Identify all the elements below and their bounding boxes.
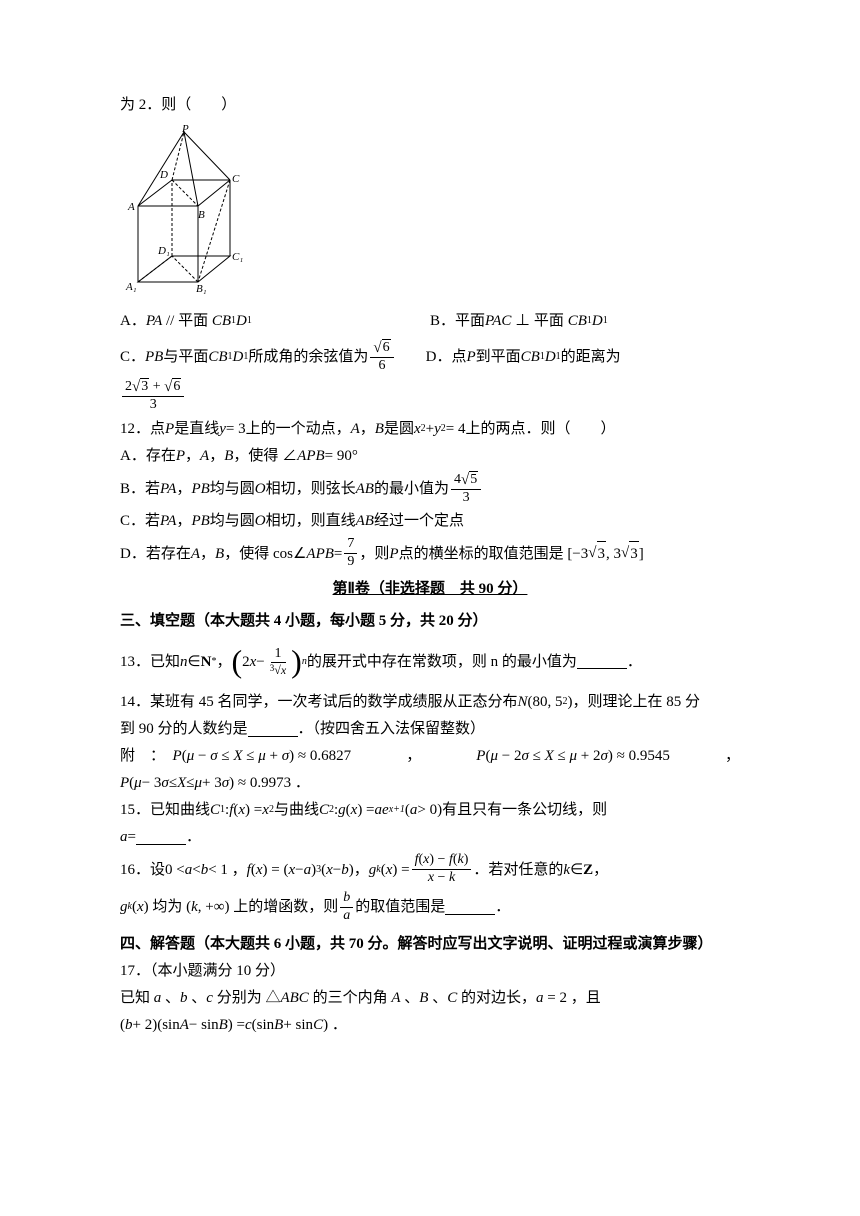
q14-line2: 到 90 分的人数约是 ．（按四舍五入法保留整数）: [120, 717, 740, 741]
q11-optC: C． PB 与平面 CB1D1 所成角的余弦值为 66 D．点 P 到平面 CB…: [120, 339, 740, 375]
svg-text:D: D: [159, 169, 168, 181]
q17-line1: 已知 a 、b 、c 分别为 △ABC 的三个内角 A 、B 、C 的对边长，a…: [120, 986, 740, 1010]
q16-line1: 16．设 0 < a < b < 1 ，f(x) = (x − a)3(x − …: [120, 852, 740, 887]
q15-line2: a = ．: [120, 825, 740, 849]
q13: 13．已知 n ∈ N* ， ( 2x − 13√x )n 的展开式中存在常数项…: [120, 636, 740, 687]
q11-optB-pre: B．平面: [430, 309, 485, 333]
q11-opts-ab: A． PA // 平面 CB1D1 B．平面 PAC ⊥ 平面 CB1D1: [120, 306, 740, 336]
q11-optA-pre: A．: [120, 309, 146, 333]
q12-optA: A．存在 P ，A ，B ，使得 ∠APB = 90°: [120, 444, 740, 468]
sec4-title: 四、解答题（本大题共 6 小题，共 70 分。解答时应写出文字说明、证明过程或演…: [120, 932, 740, 956]
q12-stem: 12．点 P 是直线 y = 3 上的一个动点，A ，B 是圆 x2 + y2 …: [120, 417, 740, 441]
q15-line1: 15．已知曲线 C1 : f(x) = x2 与曲线 C2 : g(x) = a…: [120, 798, 740, 822]
sec3-title: 三、填空题（本大题共 4 小题，每小题 5 分，共 20 分）: [120, 609, 740, 633]
svg-text:C: C: [232, 173, 240, 185]
part2-title: 第Ⅱ卷（非选择题 共 90 分）: [120, 577, 740, 601]
q12-optD: D．若存在 A ，B ，使得 cos∠APB = 79 ，则 P 点的横坐标的取…: [120, 536, 740, 571]
q15-blank: [136, 830, 186, 845]
q14-blank: [248, 722, 298, 737]
q11-diagram: P A B C D A₁ B₁ C₁ D₁: [120, 124, 260, 294]
q14-line1: 14．某班有 45 名同学，一次考试后的数学成绩服从正态分布 N(80, 52)…: [120, 690, 740, 714]
q12-optC: C．若 PA ，PB 均与圆 O 相切，则直线 AB 经过一个定点: [120, 509, 740, 533]
q11-optD-val: 23 + 63: [120, 378, 740, 414]
svg-text:D₁: D₁: [157, 245, 170, 257]
q11-intro: 为 2．则（ ）: [120, 93, 740, 117]
q11-optA: PA: [146, 309, 162, 333]
q11-optD-pre: D．点: [426, 345, 467, 369]
q12-optB: B．若 PA ，PB 均与圆 O 相切，则弦长 AB 的最小值为 453: [120, 471, 740, 507]
q16-blank: [445, 900, 495, 915]
svg-text:C₁: C₁: [232, 251, 243, 263]
q14-attach1: 附 ： P(μ − σ ≤ X ≤ μ + σ) ≈ 0.6827 ， P(μ …: [120, 744, 740, 768]
svg-text:B₁: B₁: [196, 283, 207, 294]
q17-line2: (b + 2)(sin A − sin B) = c(sin B + sin C…: [120, 1013, 740, 1037]
svg-text:A: A: [127, 201, 135, 213]
svg-text:A₁: A₁: [125, 281, 137, 293]
svg-text:B: B: [198, 209, 205, 221]
q17-header: 17．（本小题满分 10 分）: [120, 959, 740, 983]
q16-line2: gk(x) 均为 (k, +∞) 上的增函数，则 ba 的取值范围是 ．: [120, 890, 740, 925]
svg-text:P: P: [181, 124, 189, 135]
q14-attach2: P(μ − 3σ ≤ X ≤ μ + 3σ) ≈ 0.9973 ．: [120, 771, 740, 795]
q13-blank: [577, 654, 627, 669]
